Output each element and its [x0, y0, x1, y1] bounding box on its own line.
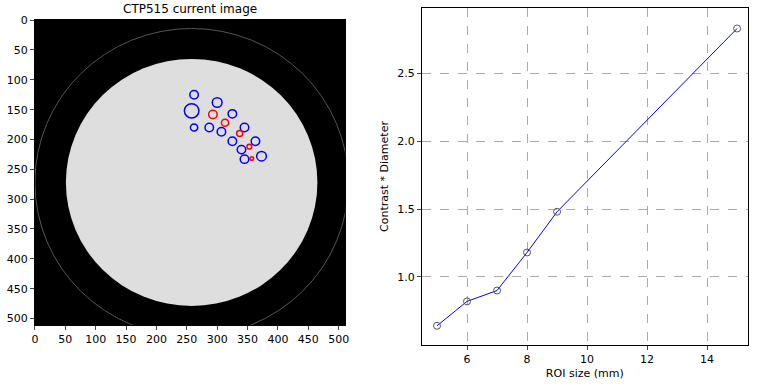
svg-text:0: 0: [21, 14, 28, 27]
svg-text:8: 8: [524, 353, 531, 366]
svg-text:450: 450: [7, 283, 28, 296]
svg-text:50: 50: [14, 44, 28, 57]
svg-text:12: 12: [640, 353, 654, 366]
svg-text:300: 300: [207, 333, 228, 346]
svg-text:CTP515 current image: CTP515 current image: [123, 2, 257, 16]
svg-text:6: 6: [464, 353, 471, 366]
svg-text:50: 50: [58, 333, 72, 346]
svg-text:Contrast * Diameter: Contrast * Diameter: [378, 121, 391, 232]
svg-text:2.0: 2.0: [397, 135, 415, 148]
svg-text:200: 200: [7, 133, 28, 146]
svg-text:400: 400: [7, 253, 28, 266]
svg-text:100: 100: [7, 74, 28, 87]
svg-text:400: 400: [267, 333, 288, 346]
svg-text:1.0: 1.0: [397, 271, 415, 284]
svg-text:2.5: 2.5: [397, 67, 415, 80]
svg-text:150: 150: [7, 103, 28, 116]
svg-text:250: 250: [7, 163, 28, 176]
svg-text:150: 150: [116, 333, 137, 346]
svg-text:200: 200: [146, 333, 167, 346]
svg-text:100: 100: [85, 333, 106, 346]
svg-text:250: 250: [176, 333, 197, 346]
svg-text:14: 14: [700, 353, 714, 366]
svg-text:500: 500: [328, 333, 349, 346]
svg-text:0: 0: [31, 333, 38, 346]
svg-text:350: 350: [7, 223, 28, 236]
svg-text:500: 500: [7, 312, 28, 325]
svg-text:300: 300: [7, 193, 28, 206]
svg-text:1.5: 1.5: [397, 203, 415, 216]
svg-text:ROI size (mm): ROI size (mm): [546, 367, 624, 380]
svg-text:10: 10: [580, 353, 594, 366]
svg-text:350: 350: [237, 333, 258, 346]
svg-text:450: 450: [298, 333, 319, 346]
